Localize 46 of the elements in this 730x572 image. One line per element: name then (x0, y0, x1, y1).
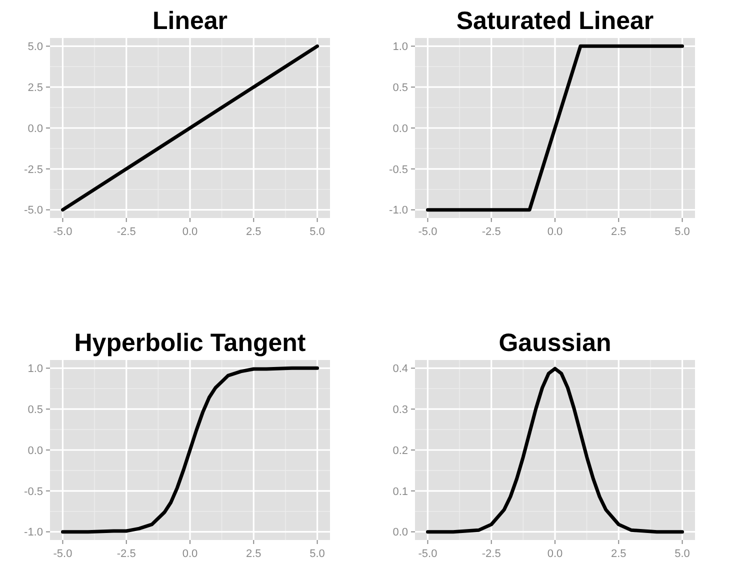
y-tick-label: 5.0 (28, 41, 43, 54)
y-tick-label: -0.5 (389, 164, 408, 176)
x-tick-label: 2.5 (610, 548, 626, 560)
x-tick-label: -2.5 (116, 548, 136, 560)
y-tick-label: 0.0 (28, 122, 43, 135)
chart-title: Gaussian (498, 329, 612, 357)
y-tick-label: 1.0 (28, 363, 43, 376)
x-tick-label: 0.0 (182, 548, 198, 560)
x-tick-label: 5.0 (310, 548, 325, 560)
x-tick-label: 2.5 (610, 226, 626, 238)
x-tick-label: 0.0 (182, 226, 198, 238)
y-tick-label: 0.0 (392, 526, 408, 539)
y-tick-label: -1.0 (24, 526, 43, 539)
x-tick-label: -2.5 (116, 226, 136, 238)
y-tick-label: 0.2 (392, 444, 408, 457)
chart-title: Linear (152, 7, 228, 35)
chart-title: Saturated Linear (456, 7, 654, 35)
y-tick-label: -1.0 (389, 204, 408, 217)
y-tick-label: 0.5 (28, 404, 43, 416)
chart-title: Hyperbolic Tangent (74, 329, 306, 357)
line-series (60, 366, 320, 534)
x-tick-label: -5.0 (53, 226, 72, 238)
x-tick-label: 2.5 (246, 548, 262, 560)
x-tick-label: 5.0 (674, 226, 690, 238)
x-tick-label: -5.0 (53, 548, 72, 560)
y-tick-label: 0.4 (392, 363, 408, 376)
x-tick-label: 0.0 (547, 548, 563, 560)
y-tick-label: 0.3 (392, 404, 408, 416)
y-tick-label: 0.1 (392, 486, 408, 498)
x-tick-label: -2.5 (482, 548, 501, 560)
y-tick-label: -0.5 (24, 486, 43, 498)
x-tick-label: 2.5 (246, 226, 262, 238)
y-tick-label: 2.5 (28, 82, 43, 94)
line-series (426, 366, 684, 534)
x-tick-label: -5.0 (418, 226, 438, 238)
y-tick-label: 1.0 (392, 41, 408, 54)
x-tick-label: 5.0 (310, 226, 325, 238)
x-tick-label: 0.0 (547, 226, 563, 238)
y-tick-label: -2.5 (24, 164, 43, 176)
x-tick-label: -5.0 (418, 548, 438, 560)
y-tick-label: 0.0 (392, 122, 408, 135)
y-tick-label: 0.5 (392, 82, 408, 94)
y-tick-label: -5.0 (24, 204, 43, 217)
x-tick-label: 5.0 (674, 548, 690, 560)
y-tick-label: 0.0 (28, 444, 43, 457)
x-tick-label: -2.5 (482, 226, 501, 238)
